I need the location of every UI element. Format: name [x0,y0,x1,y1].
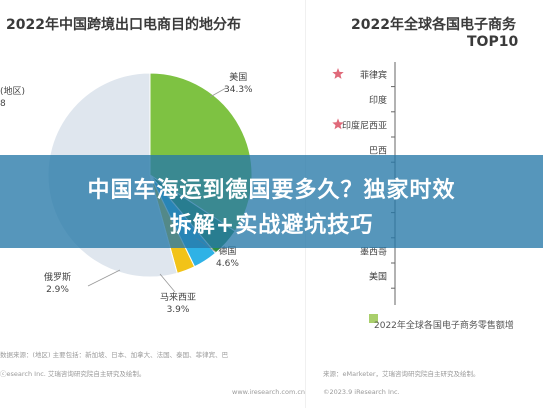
pie-label-us-value: 34.3% [224,85,253,95]
pie-label-de-value: 4.6% [216,259,239,269]
pie-label-my: 马来西亚 3.9% [160,292,196,316]
pie-leader-line-3 [87,269,121,287]
pie-source-copyright: ⓒesearch Inc. 艾瑞咨询研究院自主研究及绘制。 [0,370,146,378]
bar-source-copyright: ©2023.9 iResearch Inc. [323,388,400,396]
bar-category-label-1: 印度 [369,94,387,106]
bar-category-label-8: 美国 [369,271,387,283]
pie-label-ru-name: 俄罗斯 [44,273,72,283]
bar-chart-title: 2022年全球各国电子商务 [351,17,516,33]
bar-category-label-3: 巴西 [369,146,387,157]
headline-line-2: 拆解+实战避坑技巧 [169,213,374,238]
bar-chart-subtitle: TOP10 [467,34,519,50]
pie-label-other-name: (地区) [0,87,26,97]
pie-label-de: 德国 4.6% [216,246,239,270]
pie-label-ru: 俄罗斯 2.9% [44,272,71,296]
bar-star-0 [332,68,344,79]
pie-source-url: www.iresearch.com.cn [232,388,306,396]
bar-star-2 [332,118,344,130]
bar-category-label-2: 印度尼西亚 [342,119,387,131]
pie-label-us: 美国 34.3% [224,72,253,96]
pie-label-other-value: 8 [0,99,6,109]
pie-source-note: 数据来源：(地区) 主要包括：新加坡、日本、加拿大、法国、泰国、菲律宾、巴 [0,351,229,359]
bar-category-label-7: 墨西哥 [360,246,387,257]
pie-label-my-value: 3.9% [166,305,190,315]
bar-chart-legend-label: 2022年全球各国电子商务零售额增 [374,321,514,331]
bar-category-label-0: 菲律宾 [360,69,387,81]
headline-line-1: 中国车海运到德国要多久？独家时效 [87,178,456,203]
pie-label-de-name: 德国 [218,247,237,257]
pie-leader-line-2 [159,273,176,293]
pie-leader-line-0 [209,87,227,98]
bar-legend-swatch [369,314,378,323]
bar-source-note: 来源：eMarketer，艾瑞咨询研究院自主研究及绘制。 [323,370,480,378]
pie-label-us-name: 美国 [229,73,248,83]
pie-label-other: (地区) 8 [0,86,25,110]
headline-banner: 中国车海运到德国要多久？独家时效 拆解+实战避坑技巧 [0,155,543,248]
pie-label-my-name: 马来西亚 [160,293,197,303]
pie-label-ru-value: 2.9% [46,285,69,295]
pie-chart-title: 2022年中国跨境出口电商目的地分布 [6,17,241,33]
